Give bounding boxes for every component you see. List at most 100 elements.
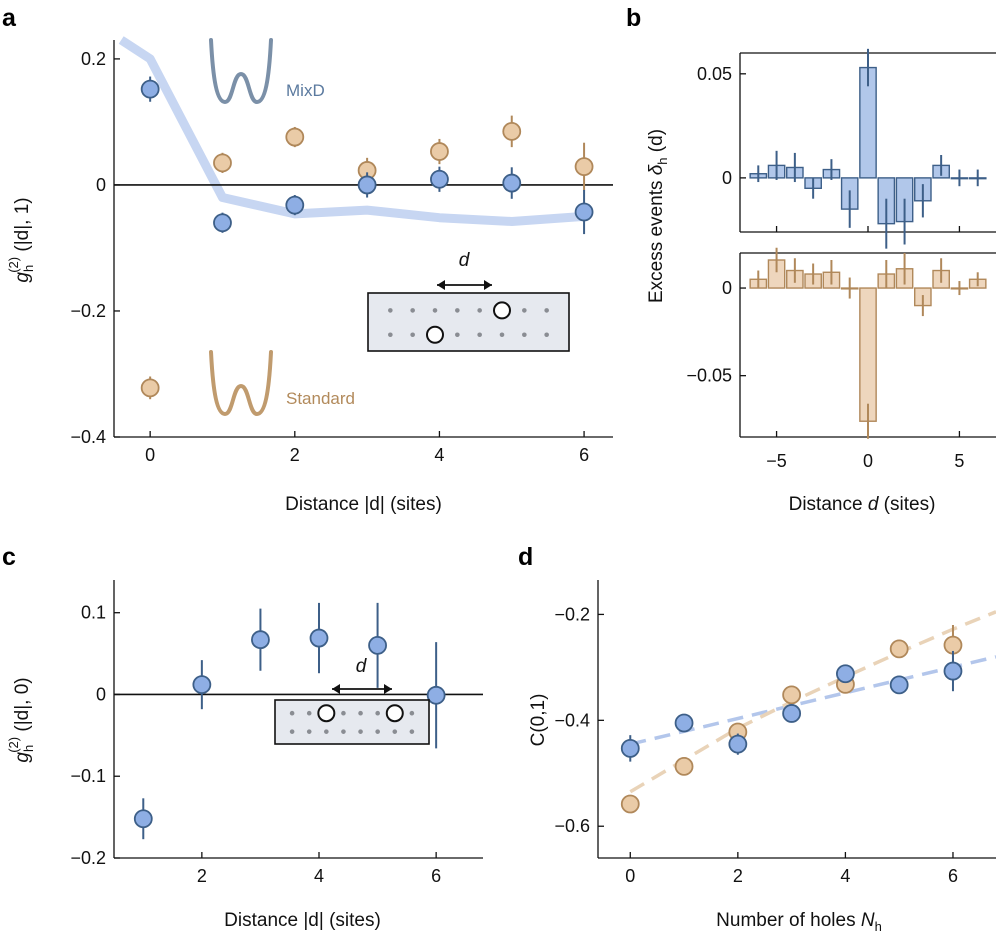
lattice-inset-a-site (544, 308, 549, 313)
panel-label-a: a (2, 4, 17, 32)
lattice-inset-a-site (410, 332, 415, 338)
y-tick-label: 0 (722, 278, 732, 298)
lattice-inset-c-site (375, 710, 380, 716)
mixd-data-point (133, 809, 153, 829)
lattice-inset-a-site (522, 332, 527, 338)
x-label-n: N (861, 910, 875, 931)
lattice-inset-a-site (455, 308, 460, 313)
mixd-data-point (574, 202, 594, 222)
mixd-data-point (782, 704, 802, 723)
lattice-inset-c-site (358, 710, 363, 716)
standard-potential-icon (209, 350, 273, 417)
y-label-sub: h (655, 157, 670, 164)
lattice-inset-c-site (341, 729, 346, 734)
lattice-inset-c-site (306, 710, 312, 716)
mixd-data-point (620, 738, 640, 758)
x-tick-label: 2 (197, 866, 207, 886)
lattice-inset-a-site (522, 308, 527, 313)
arrow-head-right (484, 280, 492, 290)
x-tick-label: 4 (434, 445, 444, 465)
y-label-sup: (2) (6, 257, 21, 273)
mixd-data-point (251, 630, 270, 650)
y-tick-label: 0.2 (81, 49, 106, 69)
x-tick-label: 4 (314, 866, 324, 886)
standard-annotation: Standard (286, 389, 355, 408)
standard-data-point (430, 142, 449, 161)
lattice-inset-c-site (289, 729, 295, 734)
lattice-inset-a-site (455, 332, 460, 338)
mixd-fit-line (629, 655, 996, 746)
lattice-inset-a-site (544, 332, 549, 338)
lattice-inset-c-hole (385, 704, 404, 723)
lattice-inset-c-hole (317, 704, 336, 723)
arrow-head-left (332, 684, 340, 694)
x-axis-label: Distance d (sites) (789, 494, 936, 515)
y-label-post: (d) (646, 129, 667, 158)
x-label-it: d (868, 494, 880, 515)
y-tick-label: −0.2 (70, 848, 106, 868)
y-label-g: g (12, 752, 33, 763)
mixd-data-point (309, 628, 329, 648)
lattice-inset-c-site (306, 729, 312, 734)
y-tick-label: −0.05 (686, 366, 732, 386)
x-axis-label: Distance |d| (sites) (224, 910, 381, 931)
x-tick-label: 0 (625, 866, 635, 886)
mixd-data-point (357, 175, 377, 195)
lattice-inset-c-site (341, 710, 346, 716)
y-tick-label: −0.4 (70, 427, 106, 447)
mixd-data-point (285, 195, 305, 215)
lattice-inset-c-site (409, 710, 415, 716)
y-tick-label: 0 (96, 684, 106, 704)
standard-data-point (782, 685, 802, 705)
x-tick-label: 0 (145, 445, 155, 465)
y-label-rest: (|d|, 0) (12, 677, 33, 737)
y-label-pre: Excess events (646, 175, 667, 303)
x-label-pre: Distance (789, 494, 868, 515)
y-tick-label: 0.05 (697, 64, 732, 84)
y-tick-label: 0.1 (81, 603, 106, 623)
lattice-inset-a-site (388, 308, 393, 313)
y-label-rest: (|d|, 1) (12, 197, 33, 257)
standard-data-point (213, 153, 232, 173)
lattice-inset-c-site (392, 729, 398, 734)
mixd-data-point (943, 661, 963, 681)
y-tick-label: −0.6 (554, 816, 590, 836)
x-tick-label: 2 (290, 445, 300, 465)
mixd-data-point (728, 734, 748, 754)
y-axis-label: Excess events δh (d) (646, 129, 670, 303)
x-tick-label: 4 (840, 866, 850, 886)
panel-c-chart: 2 4 6 0.1 0 −0.1 −0.2 d Distance |d| (sites) gh(2… (6, 580, 483, 931)
y-tick-label: 0 (96, 175, 106, 195)
x-tick-label: 6 (948, 866, 958, 886)
y-tick-label: −0.1 (70, 766, 106, 786)
mixd-annotation: MixD (286, 81, 325, 100)
x-tick-label: 6 (579, 445, 589, 465)
mixd-data-point (213, 213, 232, 233)
lattice-inset-c-box (274, 699, 430, 745)
arrow-head-left (437, 280, 445, 290)
x-label-pre: Number of holes (716, 910, 861, 931)
x-tick-label: 0 (863, 451, 873, 471)
lattice-inset-a-site (432, 308, 438, 313)
lattice-inset-c-site (289, 710, 295, 716)
y-axis-label: gh(2) (|d|, 1) (6, 197, 36, 282)
lattice-inset-a-site (388, 332, 393, 338)
x-axis-label: Distance |d| (sites) (285, 494, 442, 515)
mixd-data-point (140, 79, 160, 99)
standard-data-point (620, 794, 640, 814)
lattice-inset-c-site (358, 729, 363, 734)
mixd-data-point (836, 664, 855, 684)
y-label-sub: h (21, 745, 36, 752)
lattice-inset-a-site (410, 308, 415, 313)
y-axis-label: C(0,1) (528, 694, 549, 747)
lattice-inset-a-site (477, 308, 482, 313)
distance-d-label: d (356, 656, 368, 677)
y-tick-label: −0.2 (554, 604, 590, 624)
bottom-bar (859, 287, 877, 422)
standard-data-point (285, 127, 305, 147)
mixd-potential-icon (209, 38, 273, 105)
y-label-sub: h (21, 265, 36, 272)
panel-label-c: c (2, 543, 16, 571)
mixd-data-point (674, 713, 694, 733)
